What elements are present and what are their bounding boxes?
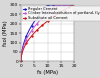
Clinker intersubstitution of portland, flyash, fly ash <box>49 10 50 11</box>
Substitute oil Cement <box>46 21 47 22</box>
Substitute oil Cement <box>52 17 53 18</box>
Substitute oil Cement <box>49 19 50 20</box>
Clinker intersubstitution of portland, flyash, fly ash <box>46 13 47 14</box>
Y-axis label: fsol (MPa): fsol (MPa) <box>4 20 8 46</box>
Legend: Regular Cement, Clinker intersubstitution of portland, flyash, fly ash, Substitu: Regular Cement, Clinker intersubstitutio… <box>22 6 100 21</box>
Substitute oil Cement <box>64 9 65 10</box>
Line: Regular Cement: Regular Cement <box>20 4 75 62</box>
Substitute oil Cement <box>20 60 22 61</box>
X-axis label: fs (MPa): fs (MPa) <box>37 69 58 74</box>
Clinker intersubstitution of portland, flyash, fly ash <box>46 13 47 14</box>
Line: Clinker intersubstitution of portland, flyash, fly ash: Clinker intersubstitution of portland, f… <box>20 4 75 62</box>
Regular Cement <box>20 60 22 61</box>
Regular Cement <box>46 6 47 7</box>
Clinker intersubstitution of portland, flyash, fly ash <box>20 60 22 61</box>
Clinker intersubstitution of portland, flyash, fly ash <box>52 8 53 9</box>
Line: Substitute oil Cement: Substitute oil Cement <box>20 4 75 62</box>
